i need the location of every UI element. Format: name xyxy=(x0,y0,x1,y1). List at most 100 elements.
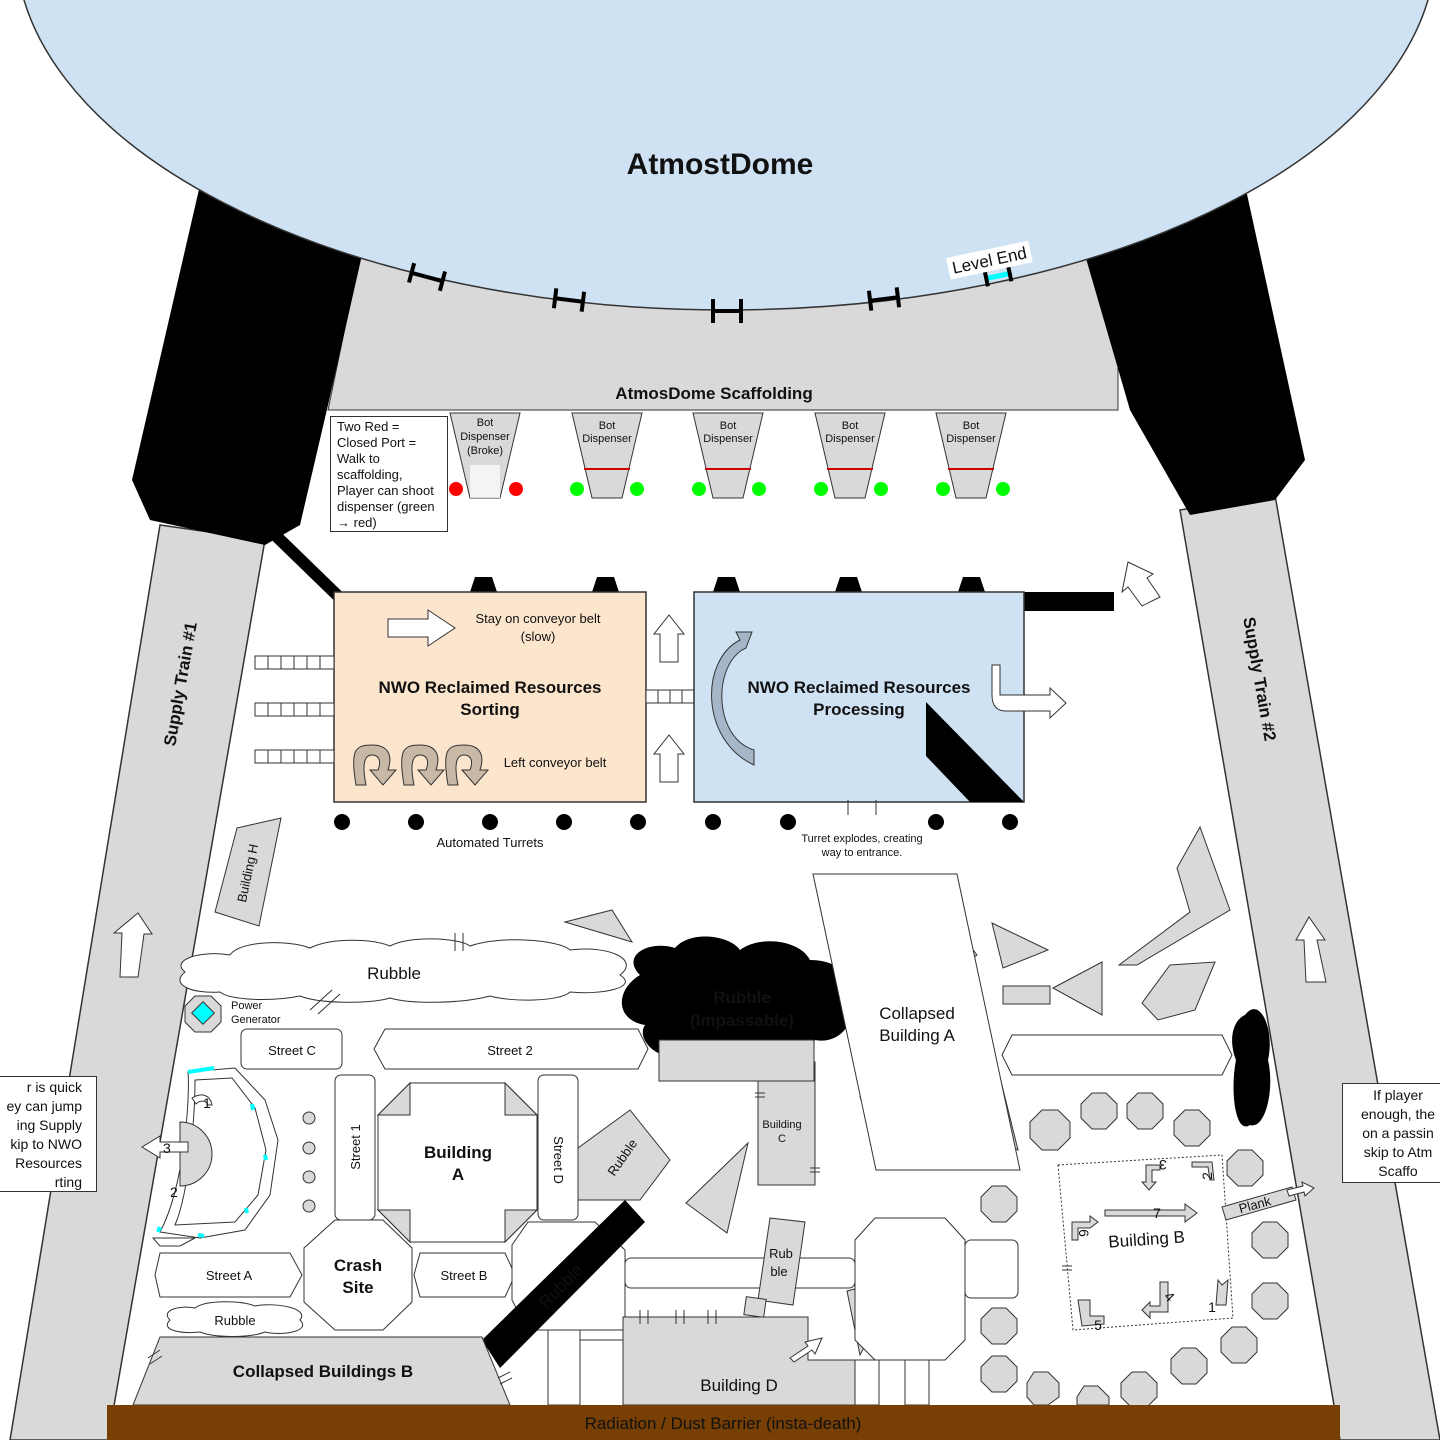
door-marker xyxy=(639,1310,717,1324)
svg-text:3: 3 xyxy=(1159,1157,1167,1173)
svg-text:Dispenser: Dispenser xyxy=(582,433,632,445)
left-note-line: ey can jump xyxy=(6,1098,82,1114)
debris-block xyxy=(743,1296,767,1318)
street-c-label: Street C xyxy=(268,1043,316,1058)
plank xyxy=(1221,1186,1297,1221)
svg-text:Bot: Bot xyxy=(842,420,859,432)
automated-turrets xyxy=(334,814,1018,830)
svg-text:1: 1 xyxy=(1208,1299,1216,1315)
rubble-cloud xyxy=(179,938,627,1003)
street-1-label: Street 1 xyxy=(348,1124,363,1170)
svg-text:Dispenser: Dispenser xyxy=(703,433,753,445)
black-blob xyxy=(1232,1009,1271,1127)
turrets-label: Automated Turrets xyxy=(437,835,544,850)
right-note-line: skip to Atm xyxy=(1363,1144,1433,1160)
right-note-line: enough, the xyxy=(1361,1106,1435,1122)
rubble-bar xyxy=(482,1200,645,1368)
curved-arrow-icon xyxy=(191,1094,213,1106)
door-marker xyxy=(755,1092,820,1173)
collapsed-building-a-label-2: Building A xyxy=(879,1026,955,1045)
left-note-line: rting xyxy=(54,1174,82,1190)
building-c-label-2: C xyxy=(778,1133,786,1145)
svg-text:Dispenser: Dispenser xyxy=(460,431,510,443)
u-turn-arrow-icons xyxy=(353,744,490,786)
building-a-label-2: A xyxy=(452,1165,464,1184)
processing-pipe xyxy=(1024,592,1114,611)
crash-site xyxy=(303,1219,413,1331)
road-network xyxy=(511,1217,1019,1406)
right-note-line: Scaffo xyxy=(1378,1163,1418,1179)
plank-label: Plank xyxy=(1237,1193,1273,1216)
right-side-note: If player enough, the on a passin skip t… xyxy=(1342,1083,1440,1183)
power-generator-label-2: Generator xyxy=(231,1014,281,1026)
processing-damaged-corner xyxy=(926,702,1024,802)
power-generator-label-1: Power xyxy=(231,1000,263,1012)
arrow-diag-icon xyxy=(789,1337,823,1363)
rubble-cloud-small xyxy=(167,1301,303,1337)
building-c-label-1: Building xyxy=(762,1119,801,1131)
arrow-right-icon xyxy=(1104,1203,1198,1223)
sorting-title-1: NWO Reclaimed Resources xyxy=(379,678,602,697)
arrow-left-icon xyxy=(141,1135,189,1159)
rubble-small-label-2: ble xyxy=(770,1264,787,1279)
svg-text:2: 2 xyxy=(1199,1172,1215,1180)
street-b xyxy=(413,1252,516,1298)
arrow-up-icon xyxy=(112,912,153,978)
collapsed-building-a xyxy=(812,873,1021,1171)
street-2-label: Street 2 xyxy=(487,1043,533,1058)
building-b xyxy=(1057,1154,1234,1331)
collapsed-buildings-b-label: Collapsed Buildings B xyxy=(233,1362,413,1381)
street-c xyxy=(240,1028,343,1070)
dome-title: AtmostDome xyxy=(627,148,814,181)
building-c xyxy=(757,1061,816,1186)
svg-text:7: 7 xyxy=(1153,1205,1161,1221)
street-a xyxy=(154,1252,303,1298)
power-generator-core-icon xyxy=(190,1000,216,1026)
left-side-note: r is quick ey can jump ing Supply kip to… xyxy=(0,1076,97,1192)
closed-port-note: Two Red = Closed Port = Walk to scaffold… xyxy=(330,416,448,532)
turret-explode-note-1: Turret explodes, creating xyxy=(801,833,922,845)
left-conveyor-note: Left conveyor belt xyxy=(504,755,607,770)
plank-arrow-icon xyxy=(1286,1181,1315,1197)
rubble-block xyxy=(577,1109,671,1201)
crash-site-label-1: Crash xyxy=(334,1256,382,1275)
building-d-label: Building D xyxy=(700,1376,778,1395)
rubble-small-label-1: Rub xyxy=(769,1246,793,1261)
svg-text:(Broke): (Broke) xyxy=(467,445,503,457)
crash-site-label-2: Site xyxy=(342,1278,373,1297)
svg-text:Bot: Bot xyxy=(477,417,494,429)
processing-title-2: Processing xyxy=(813,700,905,719)
bot-dispenser: Bot Dispenser (Broke) xyxy=(449,412,523,499)
street-b-label: Street B xyxy=(441,1268,488,1283)
diagonal-arrow-icon xyxy=(1121,561,1161,607)
svg-text:Bot: Bot xyxy=(599,420,616,432)
pillar-left-strut xyxy=(265,525,345,603)
pillar-right xyxy=(1085,185,1305,515)
svg-text:Dispenser: Dispenser xyxy=(946,433,996,445)
dome-gates xyxy=(407,262,1014,323)
rubble-small-label: Rubble xyxy=(214,1313,255,1328)
posts xyxy=(302,1111,316,1213)
svg-text:Dispenser: Dispenser xyxy=(825,433,875,445)
bot-dispenser: Bot Dispenser xyxy=(814,412,888,499)
left-note-line: r is quick xyxy=(26,1079,82,1095)
street-d-label: Street D xyxy=(551,1136,566,1184)
rubble-small-block xyxy=(757,1217,806,1306)
rubble-impassable-label-1: Rubble xyxy=(713,988,771,1007)
arena-number: 3 xyxy=(163,1140,171,1156)
rubble-impassable-label-2: (Impassable) xyxy=(690,1011,794,1030)
turret-explode-note-2: way to entrance. xyxy=(821,847,903,859)
building-h xyxy=(214,817,282,927)
right-note-line: on a passin xyxy=(1362,1125,1434,1141)
svg-text:6: 6 xyxy=(1076,1229,1092,1237)
crossing-marker xyxy=(147,1349,513,1385)
arena-number: 1 xyxy=(203,1095,211,1111)
left-note-line: Resources xyxy=(15,1155,82,1171)
octagon-pillars xyxy=(980,1092,1289,1409)
svg-text:Bot: Bot xyxy=(720,420,737,432)
building-c-wing xyxy=(658,1039,815,1082)
rubble-impassable xyxy=(621,936,851,1069)
crossing-marker xyxy=(309,933,464,1015)
collapsed-building-a-label-1: Collapsed xyxy=(879,1004,955,1023)
street-2b xyxy=(1001,1034,1233,1076)
